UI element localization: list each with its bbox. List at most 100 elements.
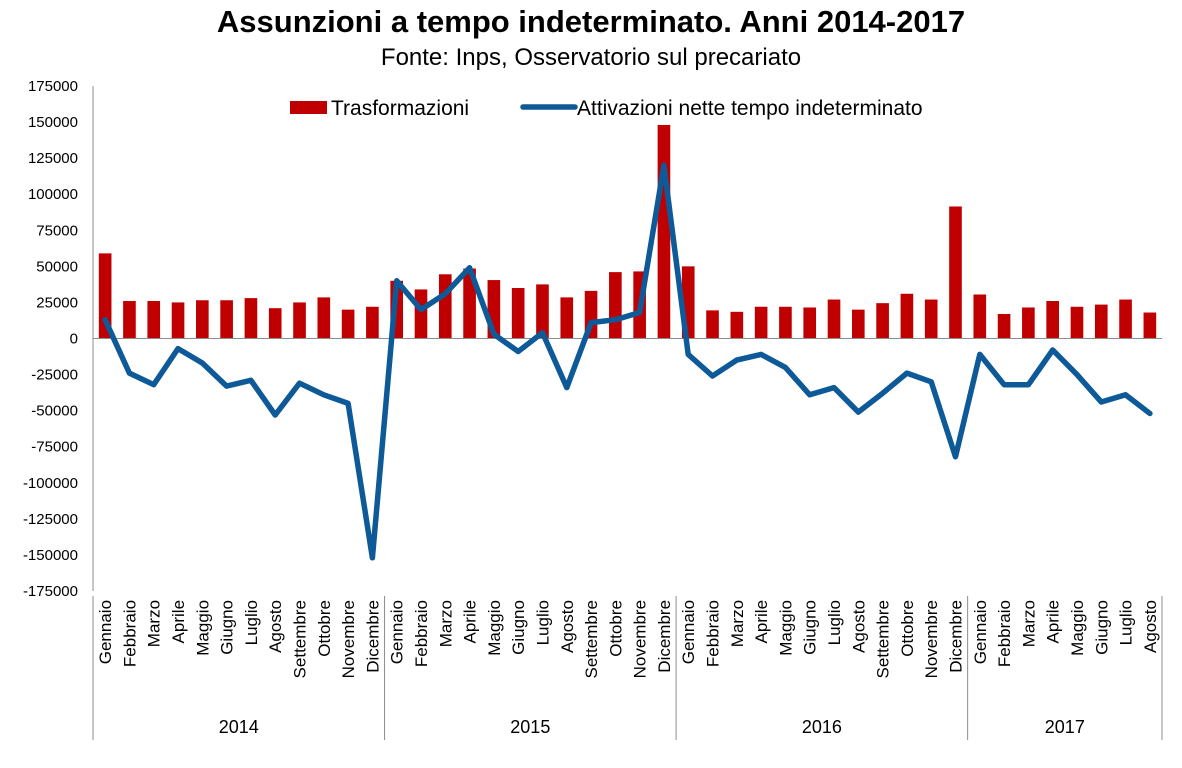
bar-trasformazioni [779, 306, 792, 339]
month-label: Agosto [266, 600, 285, 653]
month-label: Febbraio [704, 600, 723, 667]
month-label: Marzo [436, 600, 455, 647]
bar-trasformazioni [1046, 300, 1059, 339]
month-label: Luglio [242, 600, 261, 645]
month-label: Aprile [461, 600, 480, 643]
bar-trasformazioni [1070, 306, 1084, 339]
y-tick-label: -175000 [23, 583, 78, 600]
year-label: 2014 [219, 717, 259, 737]
month-label: Giugno [509, 600, 528, 655]
month-label: Agosto [558, 600, 577, 653]
y-tick-label: 100000 [28, 186, 78, 203]
legend-swatch-trasformazioni [290, 101, 327, 114]
month-label: Agosto [849, 600, 868, 653]
bar-trasformazioni [609, 272, 622, 339]
bar-trasformazioni [536, 284, 549, 339]
bar-trasformazioni [851, 309, 865, 339]
bar-trasformazioni [949, 206, 962, 339]
bar-trasformazioni [123, 300, 136, 339]
bar-trasformazioni [973, 294, 987, 339]
bar-trasformazioni [171, 302, 185, 339]
bar-trasformazioni [438, 274, 452, 339]
month-label: Maggio [485, 600, 504, 656]
y-tick-label: 0 [70, 331, 78, 348]
bar-trasformazioni [268, 308, 282, 339]
month-label: Marzo [1019, 600, 1038, 647]
bar-trasformazioni [98, 253, 112, 339]
line-attivazioni-nette [102, 162, 1153, 561]
bar-trasformazioni [754, 306, 768, 339]
month-label: Ottobre [898, 600, 917, 657]
bar-trasformazioni [827, 299, 841, 339]
month-label: Novembre [922, 600, 941, 678]
bar-trasformazioni [341, 309, 355, 339]
month-label: Giugno [801, 600, 820, 655]
y-tick-label: 75000 [36, 222, 78, 239]
bar-trasformazioni [657, 124, 671, 339]
bar-trasformazioni [293, 302, 306, 339]
month-label: Aprile [169, 600, 188, 643]
y-tick-label: -25000 [31, 367, 78, 384]
month-label: Febbraio [120, 600, 139, 667]
month-label: Gennaio [388, 600, 407, 664]
y-tick-label: -150000 [23, 547, 78, 564]
bar-trasformazioni [147, 300, 161, 339]
month-label: Ottobre [315, 600, 334, 657]
bar-trasformazioni [730, 311, 744, 339]
bar-trasformazioni [876, 303, 889, 339]
month-label: Luglio [1117, 600, 1136, 645]
month-label: Dicembre [947, 600, 966, 673]
month-label: Settembre [291, 600, 310, 678]
y-tick-label: 175000 [28, 78, 78, 95]
bar-trasformazioni [997, 313, 1011, 339]
chart-subtitle: Fonte: Inps, Osservatorio sul precariato [380, 44, 802, 71]
bar-trasformazioni [511, 288, 525, 339]
bar-trasformazioni [463, 268, 476, 339]
y-tick-label: -125000 [23, 511, 78, 528]
bar-trasformazioni [1143, 312, 1157, 339]
bar-trasformazioni [196, 300, 209, 339]
month-label: Ottobre [606, 600, 625, 657]
bar-trasformazioni [924, 299, 938, 339]
month-label: Luglio [825, 600, 844, 645]
bar-trasformazioni [220, 300, 233, 339]
bar-trasformazioni [560, 297, 574, 339]
month-label: Aprile [752, 600, 771, 643]
year-label: 2016 [802, 717, 842, 737]
month-label: Maggio [193, 600, 212, 656]
y-tick-label: 50000 [36, 258, 78, 275]
month-label: Maggio [1068, 600, 1087, 656]
bar-trasformazioni [1119, 299, 1132, 339]
month-label: Marzo [728, 600, 747, 647]
y-tick-label: -50000 [31, 403, 78, 420]
month-label: Marzo [145, 600, 164, 647]
y-tick-label: 150000 [28, 114, 78, 131]
month-label: Novembre [339, 600, 358, 678]
bar-trasformazioni [706, 310, 719, 339]
month-label: Settembre [582, 600, 601, 678]
month-label: Luglio [534, 600, 553, 645]
legend-label: Attivazioni nette tempo indeterminato [577, 97, 923, 120]
month-label: Giugno [1092, 600, 1111, 655]
month-label: Giugno [218, 600, 237, 655]
chart-title: Assunzioni a tempo indeterminato. Anni 2… [216, 4, 966, 39]
y-tick-label: -75000 [31, 439, 78, 456]
bar-trasformazioni [900, 293, 914, 339]
month-label: Settembre [874, 600, 893, 678]
bar-trasformazioni [1094, 304, 1108, 339]
month-label: Gennaio [96, 600, 115, 664]
bar-trasformazioni [317, 297, 331, 339]
year-label: 2015 [510, 717, 550, 737]
month-label: Dicembre [363, 600, 382, 673]
year-label: 2017 [1045, 717, 1085, 737]
bar-trasformazioni [366, 306, 379, 339]
month-label: Gennaio [679, 600, 698, 664]
month-label: Febbraio [412, 600, 431, 667]
month-label: Maggio [776, 600, 795, 656]
y-tick-label: 25000 [36, 294, 78, 311]
month-label: Novembre [631, 600, 650, 678]
bar-trasformazioni [803, 307, 817, 339]
bar-trasformazioni [244, 298, 258, 339]
